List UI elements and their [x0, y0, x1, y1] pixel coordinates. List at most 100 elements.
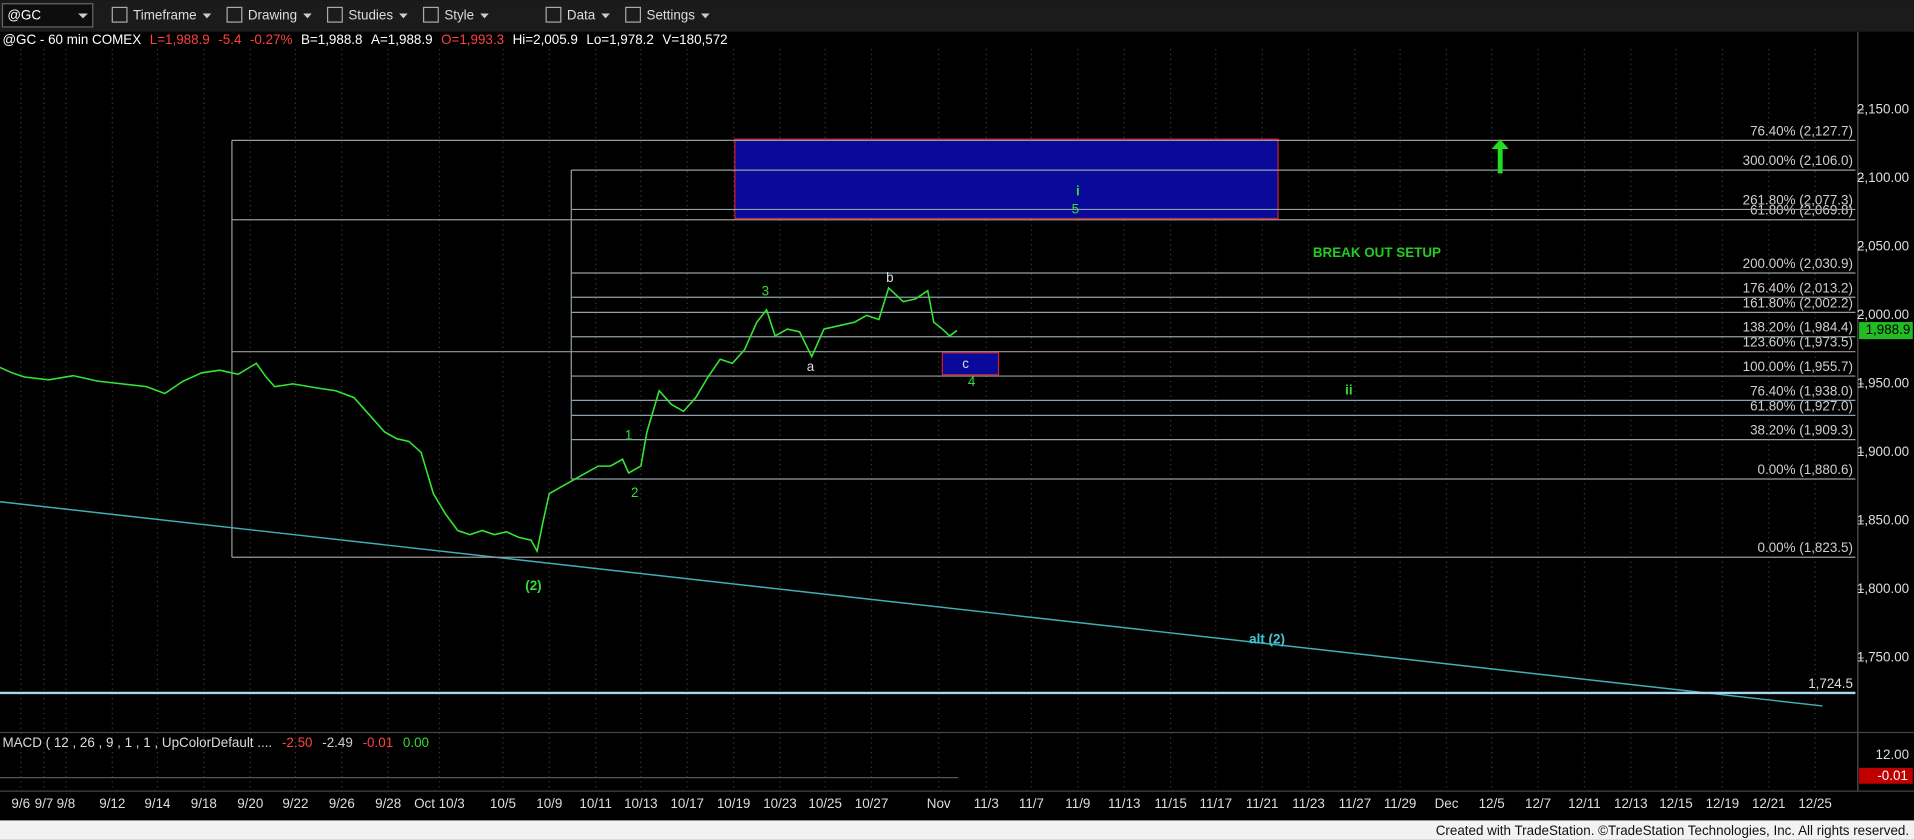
status-text: L=1,988.9	[150, 32, 210, 47]
fib-label: 61.80% (2,069.8)	[1750, 203, 1853, 218]
plot: 9/6 9/7 9/8 9/12 9/14 9/18 9/20 9/22 9/26 9/28 Oct…	[0, 48, 1913, 811]
tool-icon[interactable]	[326, 6, 343, 23]
x-tick-label: 10/5	[490, 796, 516, 811]
fib-label: 76.40% (2,127.7)	[1750, 123, 1853, 138]
x-tick-label: 11/21	[1246, 796, 1279, 811]
y-tick-label: 1,750.00	[1857, 650, 1909, 665]
fib-label: 0.00% (1,880.6)	[1758, 462, 1853, 477]
symbol[interactable]: @GC	[7, 8, 41, 23]
x-tick-label: 10/17	[670, 796, 704, 811]
wave-label: 2	[631, 485, 638, 500]
tool-icon[interactable]	[422, 6, 439, 23]
symbol-box[interactable]	[1, 3, 94, 28]
x-tick-label: 11/13	[1108, 796, 1141, 811]
macd-axis-label: 12.00	[1876, 747, 1910, 762]
x-tick-label: 10/19	[717, 796, 751, 811]
status-text: B=1,988.8	[301, 32, 363, 47]
tool-icon[interactable]	[226, 6, 243, 23]
wave-label: 3	[762, 284, 769, 299]
toolbar-button[interactable]: Drawing	[248, 8, 297, 23]
x-tick-label: 9/12	[99, 796, 125, 811]
x-tick-label: 10/23	[763, 796, 797, 811]
toolbar-button[interactable]: Timeframe	[133, 8, 197, 23]
wave-label: 5	[1072, 201, 1079, 216]
y-tick-label: 2,000.00	[1857, 307, 1909, 322]
macd-last-tag	[1859, 767, 1913, 784]
y-tick-label: 1,900.00	[1857, 444, 1909, 459]
y-tick-label: 2,150.00	[1857, 101, 1909, 116]
tool-icon[interactable]	[111, 6, 128, 23]
wave-label: alt (2)	[1249, 632, 1285, 647]
fib-label: 76.40% (1,938.0)	[1750, 383, 1853, 398]
support-label: 1,724.5	[1808, 676, 1853, 691]
toolbar-button[interactable]: Style	[444, 8, 474, 23]
x-tick-label: Nov	[927, 796, 951, 811]
x-tick-label: 11/15	[1154, 796, 1187, 811]
macd-reading: -2.50	[282, 735, 313, 750]
toolbar-button[interactable]: Studies	[348, 8, 393, 23]
wave-label: 4	[968, 374, 976, 389]
x-tick-label: 12/13	[1614, 796, 1648, 811]
x-tick-label: 10/27	[855, 796, 889, 811]
wave-label: (2)	[525, 578, 541, 593]
toolbar-items: Timeframe Drawing Studies Style Data Settings	[111, 6, 710, 23]
x-tick-label: 10/13	[624, 796, 658, 811]
x-tick-label: 9/6	[11, 796, 30, 811]
dropdown-icon	[303, 13, 312, 19]
wave-label: i	[1076, 184, 1080, 199]
footer-bar	[0, 820, 1914, 840]
x-tick-label: 12/11	[1568, 796, 1601, 811]
toolbar-button[interactable]: Settings	[647, 8, 696, 23]
status-text: @GC - 60 min COMEX	[2, 32, 141, 47]
fib-label: 138.20% (1,984.4)	[1743, 320, 1853, 335]
fib-label: 100.00% (1,955.7)	[1743, 359, 1853, 374]
y-tick-label: 2,100.00	[1857, 170, 1909, 185]
dropdown-icon	[701, 13, 710, 19]
x-tick-label: 10/11	[579, 796, 612, 811]
x-tick-label: 9/28	[375, 796, 401, 811]
tool-icon[interactable]	[625, 6, 642, 23]
x-tick-label: 9/26	[329, 796, 355, 811]
dropdown-icon	[78, 13, 88, 19]
toolbar-button[interactable]: Data	[567, 8, 596, 23]
fib-label: 0.00% (1,823.5)	[1758, 540, 1853, 555]
last-price-tag	[1859, 322, 1913, 340]
fib-label: 261.80% (2,077.3)	[1743, 192, 1853, 207]
x-tick-label: 9/20	[237, 796, 263, 811]
fib-label: 176.40% (2,013.2)	[1743, 280, 1853, 295]
dropdown-icon	[601, 13, 610, 19]
dropdown-icon	[399, 13, 408, 19]
tool-icon[interactable]	[545, 6, 562, 23]
x-tick-label: 11/7	[1019, 796, 1044, 811]
wave-label: c	[962, 356, 969, 371]
y-tick-label: 2,050.00	[1857, 238, 1909, 253]
up-arrow	[1491, 139, 1509, 174]
x-tick-label: 9/18	[191, 796, 217, 811]
x-tick-label: 12/21	[1752, 796, 1786, 811]
macd-reading: -2.49	[322, 735, 353, 750]
status-text: -5.4	[218, 32, 242, 47]
status-text: Hi=2,005.9	[513, 32, 578, 47]
trendline	[0, 501, 1823, 707]
status-text: V=180,572	[662, 32, 727, 47]
x-tick-label: 11/29	[1384, 796, 1417, 811]
x-tick-label: 12/25	[1798, 796, 1832, 811]
x-tick-label: 12/5	[1479, 796, 1505, 811]
footer: Created with TradeStation. ©TradeStation…	[1436, 823, 1909, 838]
x-tick-label: 9/7	[35, 796, 54, 811]
x-tick-label: 12/7	[1525, 796, 1551, 811]
x-tick-label: 9/22	[282, 796, 308, 811]
x-tick-label: 9/8	[57, 796, 76, 811]
fib-label: 161.80% (2,002.2)	[1743, 295, 1853, 310]
x-tick-label: 11/23	[1292, 796, 1325, 811]
target-box	[734, 138, 1279, 220]
fib-label: 123.60% (1,973.5)	[1743, 335, 1853, 350]
x-tick-label: 11/9	[1065, 796, 1090, 811]
price-line	[0, 286, 958, 554]
x-tick-label: 9/14	[144, 796, 171, 811]
macd-title: MACD ( 12 , 26 , 9 , 1 , 1 , UpColorDefa…	[2, 735, 272, 750]
status-text: O=1,993.3	[441, 32, 504, 47]
x-tick-label: Dec	[1435, 796, 1459, 811]
x-tick-label: 12/15	[1659, 796, 1693, 811]
